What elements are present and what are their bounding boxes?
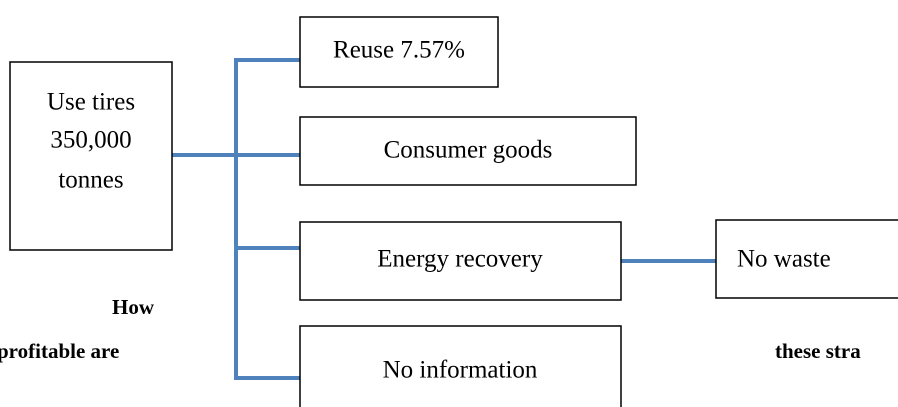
node-box (9, 61, 173, 251)
node-label: Use tires (47, 89, 135, 116)
body-text: profitable are (0, 339, 119, 363)
node-label: No waste (737, 246, 831, 273)
node-label: No information (383, 357, 538, 384)
node-label: Energy recovery (377, 246, 543, 273)
body-text: How (112, 295, 155, 319)
body-text: these stra (775, 339, 861, 363)
node-box (299, 325, 622, 407)
node-box (715, 219, 898, 299)
node-label: 350,000 (50, 127, 131, 154)
node-label: Reuse 7.57% (333, 37, 465, 64)
node-box (299, 116, 637, 186)
node-label: tonnes (58, 167, 123, 194)
node-label: Consumer goods (384, 137, 553, 164)
node-box (299, 221, 622, 301)
node-box (299, 16, 499, 88)
